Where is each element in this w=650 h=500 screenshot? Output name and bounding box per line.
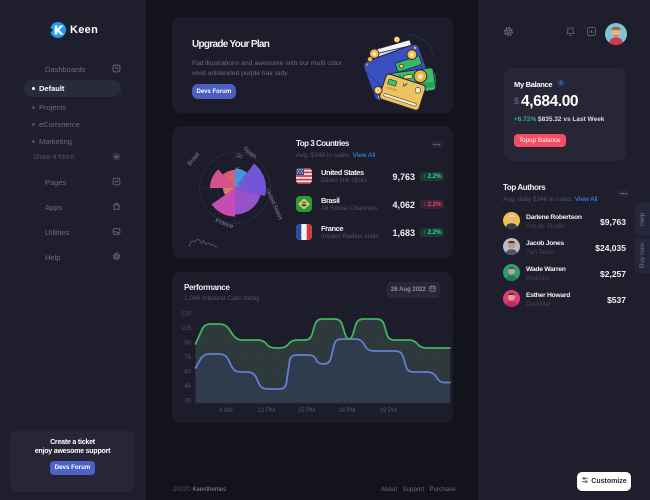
svg-text:60: 60 <box>184 370 191 376</box>
svg-text:12 PM: 12 PM <box>258 408 275 414</box>
svg-text:75: 75 <box>184 355 191 361</box>
svg-text:90: 90 <box>184 341 191 347</box>
svg-text:Spain: Spain <box>242 146 258 160</box>
svg-text:Brasil: Brasil <box>187 152 201 167</box>
svg-text:?: ? <box>560 81 563 86</box>
svg-text:30: 30 <box>184 399 191 405</box>
svg-text:9 AM: 9 AM <box>219 408 233 414</box>
svg-text:18 PM: 18 PM <box>338 408 355 414</box>
svg-text:5: 5 <box>237 168 240 174</box>
svg-text:10: 10 <box>235 153 243 161</box>
svg-text:United States: United States <box>264 188 283 221</box>
svg-text:120: 120 <box>181 312 192 318</box>
svg-text:19 PM: 19 PM <box>380 408 397 414</box>
svg-text:105: 105 <box>181 326 192 332</box>
svg-text:0: 0 <box>237 184 240 190</box>
svg-text:15 PM: 15 PM <box>298 408 315 414</box>
svg-text:45: 45 <box>184 384 191 390</box>
svg-text:France: France <box>214 218 234 230</box>
